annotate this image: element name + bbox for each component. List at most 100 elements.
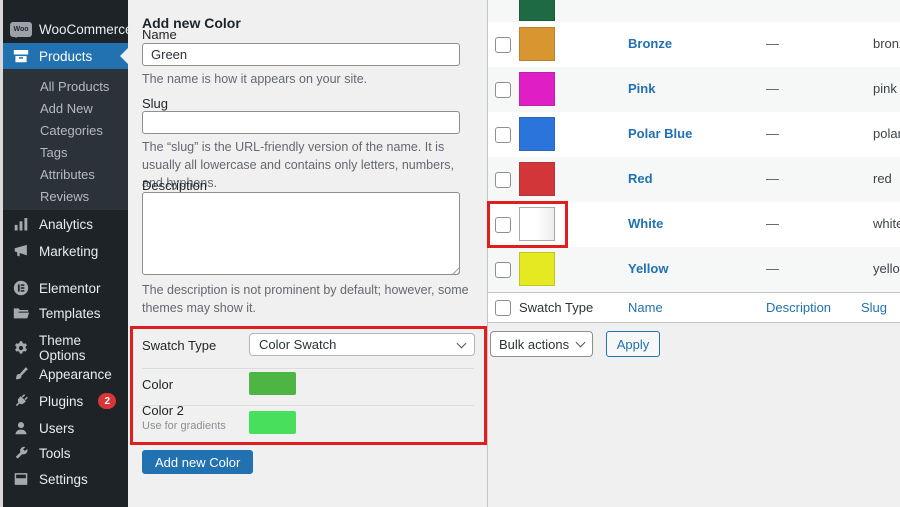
- term-slug: pink: [873, 81, 897, 96]
- term-name-link[interactable]: Pink: [628, 81, 656, 96]
- sidebar-item-users[interactable]: Users: [0, 415, 128, 441]
- description-field[interactable]: [142, 192, 460, 275]
- add-new-color-button[interactable]: Add new Color: [142, 450, 254, 474]
- products-submenu: All Products Add New Categories Tags Att…: [0, 69, 128, 210]
- term-description: —: [766, 126, 779, 141]
- sidebar-item-categories[interactable]: Categories: [40, 123, 103, 138]
- sidebar-item-elementor[interactable]: Elementor: [0, 275, 128, 301]
- color2-label: Color 2: [142, 403, 184, 418]
- sidebar-item-label: Marketing: [39, 243, 99, 259]
- sidebar-item-attributes[interactable]: Attributes: [40, 167, 95, 182]
- woocommerce-logo: Woo: [10, 19, 32, 39]
- sidebar-item-tags[interactable]: Tags: [40, 145, 68, 160]
- form-title: Add new Color: [142, 14, 241, 31]
- slug-field[interactable]: [142, 111, 460, 134]
- term-name-link[interactable]: Bronze: [628, 36, 673, 51]
- plugins-update-badge: 2: [98, 393, 117, 409]
- add-color-form-panel: Add new Color Name The name is how it ap…: [128, 0, 488, 507]
- color-swatch-cell: [519, 27, 555, 61]
- sidebar-item-tools[interactable]: Tools: [0, 440, 128, 466]
- column-header-swatch-type: Swatch Type: [519, 300, 594, 315]
- table-row-white: White — white: [488, 202, 900, 247]
- column-header-name[interactable]: Name: [628, 300, 663, 315]
- sidebar-item-add-new[interactable]: Add New: [40, 101, 93, 116]
- term-description: —: [766, 216, 779, 231]
- select-all-checkbox[interactable]: [495, 300, 511, 316]
- textarea-resize-handle[interactable]: [450, 265, 459, 274]
- sidebar-item-templates[interactable]: Templates: [0, 300, 128, 326]
- sidebar-item-marketing[interactable]: Marketing: [0, 238, 128, 264]
- row-checkbox[interactable]: [495, 262, 511, 278]
- term-name-link[interactable]: Polar Blue: [628, 126, 693, 141]
- table-row-yellow: Yellow — yellow: [488, 247, 900, 292]
- sidebar-item-all-products[interactable]: All Products: [40, 79, 110, 94]
- apply-button[interactable]: Apply: [605, 331, 661, 357]
- sidebar-item-analytics[interactable]: Analytics: [0, 211, 128, 237]
- table-footer-header: Swatch Type Name Description Slug: [488, 292, 900, 323]
- sidebar-item-label: Tools: [39, 445, 71, 461]
- name-field[interactable]: [142, 43, 460, 66]
- sidebar-item-settings[interactable]: Settings: [0, 466, 128, 492]
- table-row-partial: [488, 0, 900, 22]
- row-checkbox[interactable]: [495, 217, 511, 233]
- name-label: Name: [142, 27, 177, 42]
- term-slug: yellow: [873, 261, 900, 276]
- color-terms-table: Bronze — bronz Pink — pink Polar Blue — …: [487, 0, 900, 507]
- chevron-down-icon: [456, 338, 467, 348]
- sliders-icon: [11, 469, 31, 489]
- sidebar-item-products[interactable]: Products: [0, 43, 128, 69]
- megaphone-icon: [11, 241, 31, 261]
- bulk-actions-select[interactable]: Bulk actions: [490, 331, 594, 357]
- sidebar-item-woocommerce[interactable]: Woo WooCommerce: [0, 14, 133, 44]
- row-divider: [142, 405, 474, 406]
- bulk-actions-value: Bulk actions: [499, 336, 570, 352]
- swatch-type-label: Swatch Type: [142, 338, 217, 353]
- sidebar-item-plugins[interactable]: Plugins 2: [0, 388, 128, 414]
- color2-picker-swatch[interactable]: [249, 411, 296, 434]
- admin-sidebar: Woo WooCommerce Products All Products Ad…: [0, 0, 133, 507]
- color-swatch-cell: [519, 72, 555, 106]
- sidebar-item-theme-options[interactable]: Theme Options: [0, 333, 128, 363]
- term-description: —: [766, 171, 779, 186]
- row-checkbox[interactable]: [495, 82, 511, 98]
- term-slug: polar-: [873, 126, 900, 141]
- paintbrush-icon: [11, 364, 31, 384]
- sidebar-item-label: Settings: [39, 471, 88, 487]
- sidebar-item-reviews[interactable]: Reviews: [40, 189, 90, 204]
- elementor-icon: [11, 278, 31, 298]
- wrench-icon: [11, 443, 31, 463]
- chevron-down-icon: [575, 337, 586, 348]
- sidebar-item-label: Templates: [39, 305, 101, 321]
- term-name-link[interactable]: White: [628, 216, 664, 231]
- description-label: Description: [142, 178, 208, 193]
- sidebar-item-label: Analytics: [39, 216, 94, 232]
- row-checkbox[interactable]: [495, 127, 511, 143]
- products-icon: [11, 46, 31, 66]
- slug-help-text: The “slug” is the URL-friendly version o…: [142, 140, 454, 191]
- table-row-polar-blue: Polar Blue — polar-: [488, 112, 900, 157]
- color-label: Color: [142, 377, 174, 392]
- plug-icon: [11, 391, 31, 411]
- swatch-type-value: Color Swatch: [259, 337, 337, 352]
- color-swatch-cell: [519, 252, 555, 286]
- window-edge: [0, 0, 3, 507]
- term-slug: white: [873, 216, 900, 231]
- sidebar-item-label: Elementor: [39, 280, 101, 296]
- sidebar-item-appearance[interactable]: Appearance: [0, 361, 128, 387]
- term-name-link[interactable]: Yellow: [628, 261, 669, 276]
- color-picker-swatch[interactable]: [249, 372, 296, 395]
- term-name-link[interactable]: Red: [628, 171, 653, 186]
- row-checkbox[interactable]: [495, 37, 511, 53]
- color-swatch-cell: [519, 207, 555, 241]
- table-row-bronze: Bronze — bronz: [488, 22, 900, 67]
- slug-label: Slug: [142, 96, 169, 111]
- term-description: —: [766, 81, 779, 96]
- bar-chart-icon: [11, 214, 31, 234]
- column-header-description[interactable]: Description: [766, 300, 832, 315]
- swatch-type-select[interactable]: Color Swatch: [249, 333, 475, 356]
- row-checkbox[interactable]: [495, 172, 511, 188]
- column-header-slug[interactable]: Slug: [861, 300, 888, 315]
- color-swatch-cell: [519, 162, 555, 196]
- gear-icon: [11, 338, 31, 358]
- description-help-text: The description is not prominent by defa…: [142, 283, 469, 316]
